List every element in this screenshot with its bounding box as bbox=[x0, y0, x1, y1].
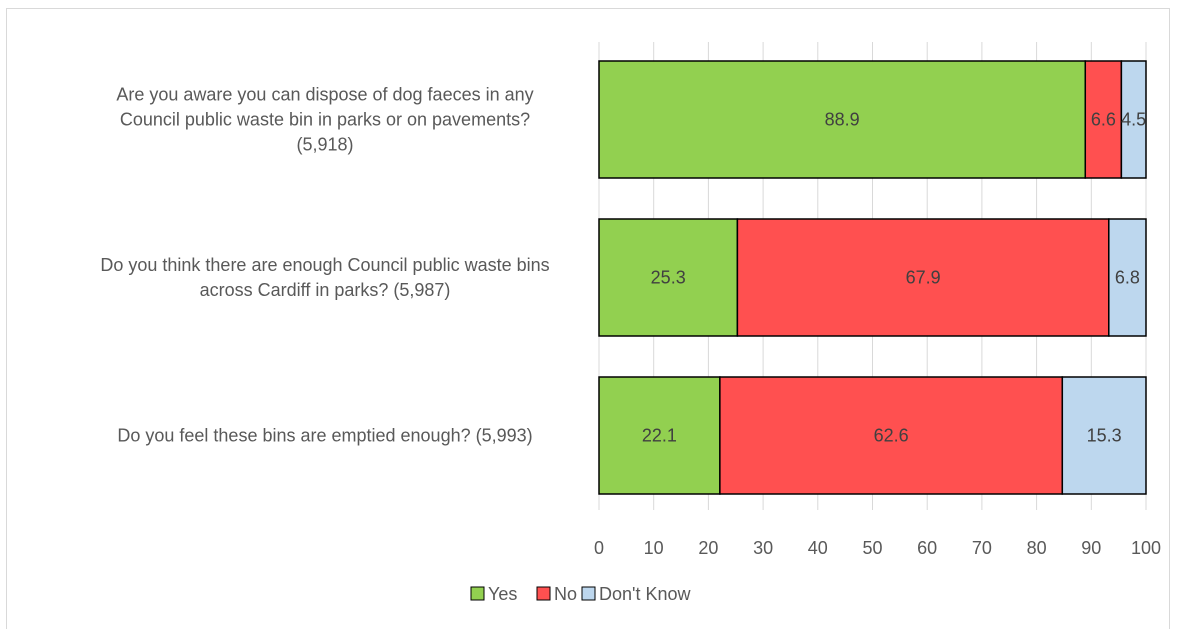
data-label: 6.8 bbox=[1115, 268, 1140, 288]
legend-swatch bbox=[536, 586, 551, 601]
x-tick-label: 100 bbox=[1131, 538, 1161, 558]
category-label: Do you think there are enough Council pu… bbox=[100, 255, 549, 300]
data-label: 22.1 bbox=[642, 426, 677, 446]
x-tick-label: 20 bbox=[698, 538, 718, 558]
category-label: Are you aware you can dispose of dog fae… bbox=[116, 85, 533, 155]
legend-label: Yes bbox=[488, 584, 517, 604]
legend: Yes No Don't Know bbox=[470, 584, 691, 604]
x-tick-label: 30 bbox=[753, 538, 773, 558]
data-label: 4.5 bbox=[1121, 110, 1146, 130]
x-tick-label: 50 bbox=[862, 538, 882, 558]
bar-segment-no bbox=[736, 218, 1110, 337]
bar-segment-no bbox=[719, 376, 1064, 495]
legend-swatch bbox=[470, 586, 485, 601]
x-tick-label: 90 bbox=[1081, 538, 1101, 558]
category-labels: Are you aware you can dispose of dog fae… bbox=[100, 85, 549, 446]
bar-segment-no bbox=[1084, 60, 1123, 179]
category-label: Do you feel these bins are emptied enoug… bbox=[117, 426, 532, 446]
legend-label: No bbox=[554, 584, 577, 604]
x-tick-label: 10 bbox=[644, 538, 664, 558]
bar-segment-yes bbox=[598, 60, 1087, 179]
bar-segment-don-t-know bbox=[1061, 376, 1147, 495]
bar-segment-don-t-know bbox=[1120, 60, 1147, 179]
bar-segment-don-t-know bbox=[1108, 218, 1147, 337]
legend-label: Don't Know bbox=[599, 584, 691, 604]
bars bbox=[598, 60, 1147, 495]
x-tick-label: 80 bbox=[1027, 538, 1047, 558]
data-label: 67.9 bbox=[906, 268, 941, 288]
x-tick-label: 70 bbox=[972, 538, 992, 558]
data-labels: 88.9 6.6 4.5 25.3 67.9 6.8 22.1 62.6 15.3 bbox=[642, 110, 1146, 446]
bar-segment-yes bbox=[598, 218, 739, 337]
x-tick-label: 60 bbox=[917, 538, 937, 558]
x-tick-label: 0 bbox=[594, 538, 604, 558]
data-label: 25.3 bbox=[651, 268, 686, 288]
legend-swatch bbox=[581, 586, 596, 601]
x-axis-ticks: 0 10 20 30 40 50 60 70 80 90 100 bbox=[594, 538, 1161, 558]
data-label: 6.6 bbox=[1091, 110, 1116, 130]
data-label: 15.3 bbox=[1087, 426, 1122, 446]
data-label: 88.9 bbox=[825, 110, 860, 130]
data-label: 62.6 bbox=[874, 426, 909, 446]
x-tick-label: 40 bbox=[808, 538, 828, 558]
